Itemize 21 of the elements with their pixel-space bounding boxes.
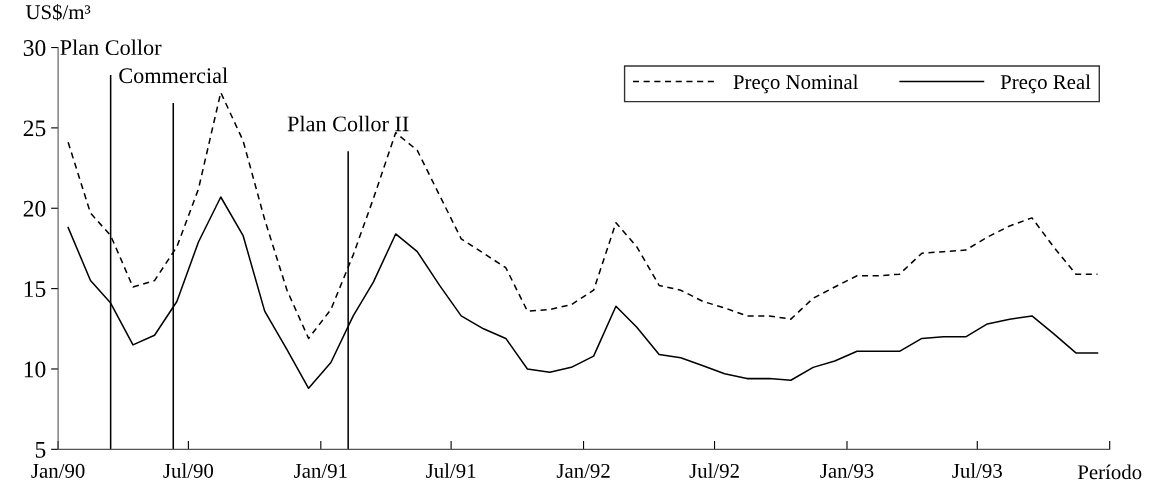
- x-tick-label: Jul/90: [163, 463, 214, 478]
- ref-line-label: Plan Collor: [60, 39, 162, 56]
- x-tick-label: Jan/92: [556, 463, 610, 478]
- legend-label: Preço Nominal: [733, 74, 859, 94]
- x-tick-label: Jan/93: [820, 463, 874, 478]
- y-axis-title: US$/m³: [25, 3, 91, 21]
- ref-line-label: Plan Collor II: [287, 115, 409, 132]
- x-tick-label: Jul/91: [426, 463, 476, 478]
- y-tick-label: 5: [35, 442, 46, 458]
- y-tick-label: 20: [23, 200, 46, 217]
- x-axis-title: Período: [1077, 464, 1142, 480]
- ref-line-label: Commercial: [119, 67, 228, 84]
- y-tick-label: 30: [23, 40, 46, 56]
- x-tick-label: Jan/90: [31, 463, 85, 478]
- y-tick-label: 25: [23, 120, 46, 137]
- x-tick-label: Jul/92: [689, 463, 739, 478]
- y-tick-label: 15: [24, 281, 46, 298]
- x-tick-label: Jan/91: [294, 463, 347, 478]
- y-tick-label: 10: [24, 361, 46, 378]
- x-tick-label: Jul/93: [952, 463, 1002, 478]
- legend-label: Preço Real: [1000, 74, 1091, 94]
